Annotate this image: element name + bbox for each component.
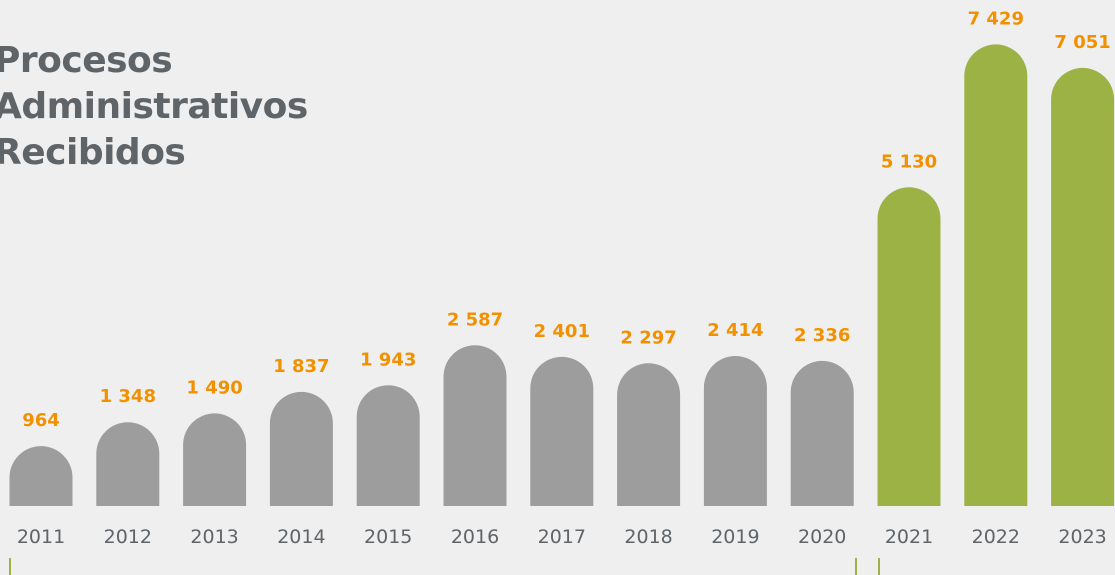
chart-title-line-2: Administrativos — [0, 86, 308, 127]
value-label-2012: 1 348 — [100, 386, 156, 407]
category-label-2021: 2021 — [885, 526, 933, 548]
category-label-2022: 2022 — [972, 526, 1020, 548]
value-label-2016: 2 587 — [447, 309, 503, 330]
bar-2022 — [964, 44, 1028, 506]
category-label-2014: 2014 — [277, 526, 325, 548]
bar-2015 — [356, 385, 420, 506]
value-label-2023: 7 051 — [1054, 32, 1110, 53]
category-label-2012: 2012 — [104, 526, 152, 548]
value-label-2011: 964 — [22, 410, 60, 431]
value-label-2022: 7 429 — [968, 8, 1024, 29]
value-label-2021: 5 130 — [881, 151, 937, 172]
category-label-2016: 2016 — [451, 526, 499, 548]
value-label-2013: 1 490 — [186, 377, 242, 398]
chart-title-line-3: Recibidos — [0, 132, 186, 173]
bar-2023 — [1051, 67, 1115, 506]
bar-2012 — [96, 422, 160, 506]
value-label-2017: 2 401 — [534, 321, 590, 342]
bar-2019 — [703, 356, 767, 506]
category-label-2017: 2017 — [538, 526, 586, 548]
bar-2016 — [443, 345, 507, 506]
bar-2014 — [269, 391, 333, 506]
value-label-2018: 2 297 — [620, 327, 676, 348]
chart-title-line-1: Procesos — [0, 40, 173, 81]
category-label-2023: 2023 — [1058, 526, 1106, 548]
category-label-2019: 2019 — [711, 526, 759, 548]
category-label-2020: 2020 — [798, 526, 846, 548]
value-label-2020: 2 336 — [794, 325, 850, 346]
bar-2018 — [617, 363, 681, 506]
value-label-2019: 2 414 — [707, 320, 763, 341]
category-label-2018: 2018 — [624, 526, 672, 548]
category-label-2011: 2011 — [17, 526, 65, 548]
category-label-2013: 2013 — [190, 526, 238, 548]
bar-2013 — [183, 413, 247, 506]
bar-2021 — [877, 187, 941, 506]
value-label-2015: 1 943 — [360, 349, 416, 370]
bar-2017 — [530, 356, 594, 506]
bar-2020 — [790, 360, 854, 506]
chart-title: Procesos Administrativos Recibidos — [0, 38, 308, 176]
bar-2011 — [9, 446, 73, 506]
category-label-2015: 2015 — [364, 526, 412, 548]
value-label-2014: 1 837 — [273, 356, 329, 377]
